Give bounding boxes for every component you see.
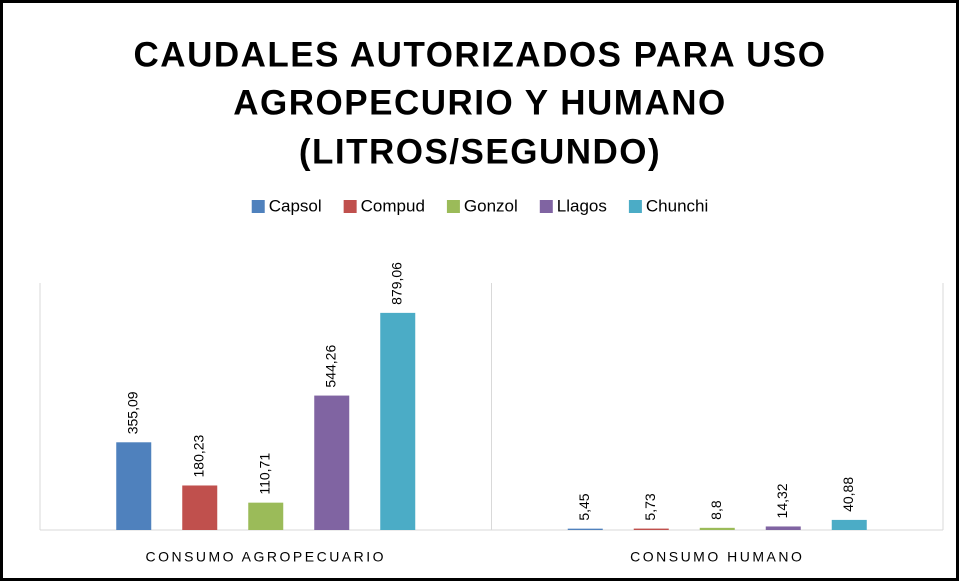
bar [248,502,284,530]
chart-title: (LITROS/SEGUNDO) [299,132,661,171]
bar [567,528,603,530]
x-tick-label: CONSUMO HUMANO [630,549,804,565]
legend-swatch [251,200,265,213]
data-label: 544,26 [322,345,338,388]
bar [765,526,801,530]
data-label: 180,23 [190,434,206,477]
data-label: 14,32 [774,483,790,518]
legend-swatch [446,200,460,213]
data-label: 40,88 [840,477,856,512]
chart-title: CAUDALES AUTORIZADOS PARA USO [134,35,827,74]
chart-title: AGROPECURIO Y HUMANO [233,83,726,122]
bar [116,442,152,530]
bar [633,528,669,530]
data-label: 8,8 [708,500,724,520]
legend-label: Capsol [269,196,322,215]
data-label: 110,71 [256,453,272,495]
data-label: 5,45 [576,493,592,520]
legend-label: Gonzol [464,196,518,215]
bar [182,485,218,530]
data-label: 879,06 [388,262,404,305]
bar [699,527,735,530]
legend-label: Llagos [557,196,607,215]
legend-label: Compud [361,196,425,215]
x-tick-label: CONSUMO AGROPECUARIO [145,549,386,565]
legend-label: Chunchi [646,196,708,215]
bar [380,312,416,530]
data-label: 5,73 [642,493,658,520]
data-label: 355,09 [124,391,140,434]
bar [314,395,350,530]
legend-swatch [539,200,553,213]
legend-swatch [343,200,357,213]
legend-swatch [628,200,642,213]
bar [831,519,867,530]
